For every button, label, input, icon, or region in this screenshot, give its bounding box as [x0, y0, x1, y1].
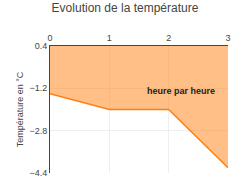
svg-text:0: 0 [47, 33, 52, 43]
svg-text:−1.2: −1.2 [29, 83, 47, 93]
svg-text:3: 3 [225, 33, 230, 43]
svg-text:2: 2 [166, 33, 171, 43]
svg-text:−4.4: −4.4 [29, 168, 47, 178]
svg-text:0.4: 0.4 [35, 41, 48, 51]
svg-text:Température en °C: Température en °C [15, 71, 25, 147]
svg-text:Evolution de la température: Evolution de la température [52, 1, 199, 15]
svg-text:heure par heure: heure par heure [147, 86, 215, 96]
svg-text:−2.8: −2.8 [29, 126, 47, 136]
svg-text:1: 1 [107, 33, 112, 43]
